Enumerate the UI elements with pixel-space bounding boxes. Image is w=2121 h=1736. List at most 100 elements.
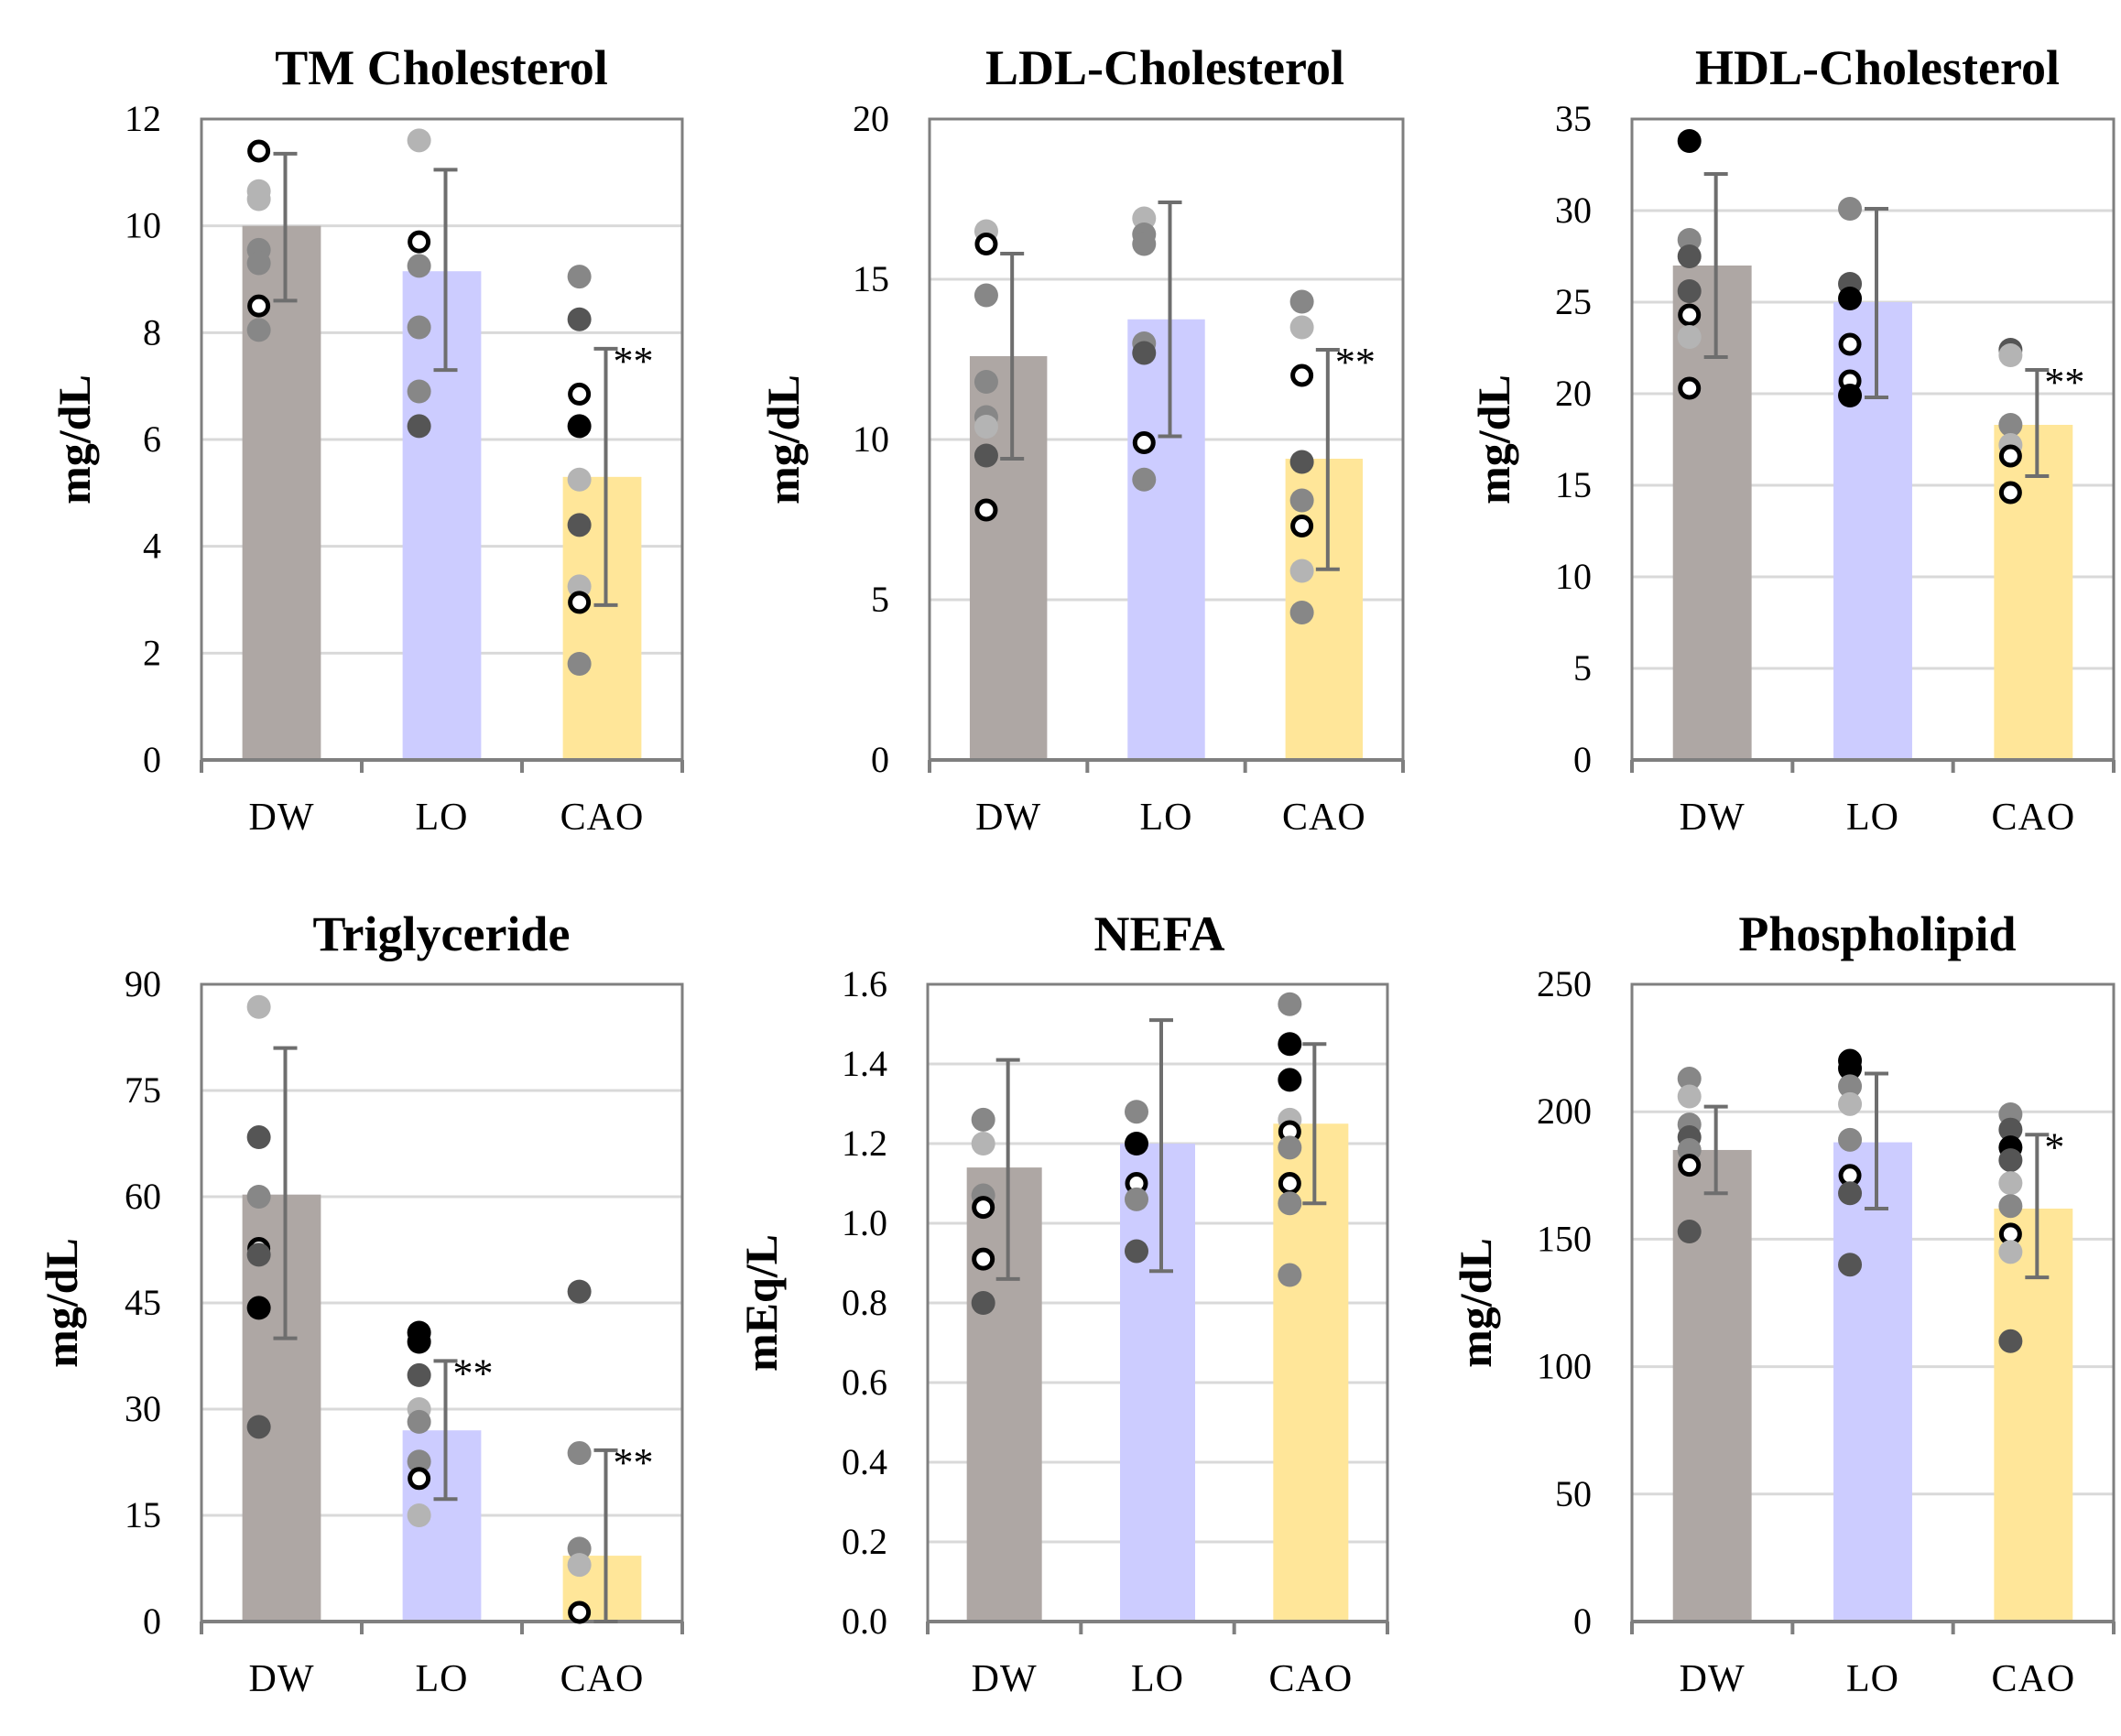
data-point-lo — [1838, 287, 1863, 310]
data-point-cao — [567, 513, 592, 537]
bar-lo — [1833, 1142, 1912, 1622]
error-bar-lo — [1158, 201, 1182, 439]
data-point-lo — [407, 1409, 431, 1434]
category-label: DW — [975, 797, 1041, 839]
category-label: CAO — [1991, 797, 2075, 839]
data-point-cao — [567, 1536, 592, 1561]
chart-panel-2: ** 0 5 10 15 20 DW LO CAO LDL-Cholesterol mg/dL — [757, 40, 1405, 839]
error-bar-cao — [2025, 1133, 2050, 1280]
y-tick-label: 100 — [1537, 1346, 1592, 1387]
y-tick-label: 90 — [125, 963, 161, 1004]
significance-marker: ** — [614, 339, 654, 384]
data-point-cao — [1998, 413, 2023, 437]
data-point-cao — [1998, 1240, 2023, 1264]
y-axis-label: mg/dL — [36, 1238, 87, 1368]
data-point-cao — [1289, 315, 1314, 340]
chart-panel-1: ** 0 2 4 6 8 10 12 DW LO CAO TM Cholesterol mg/dL — [49, 40, 684, 839]
data-point-cao — [1289, 289, 1314, 314]
y-tick-label: 25 — [1555, 281, 1592, 322]
significance-marker: ** — [614, 1440, 654, 1485]
error-bar-dw — [1703, 1104, 1728, 1196]
data-point-cao — [1278, 1068, 1302, 1092]
data-point-dw — [1677, 1084, 1702, 1109]
significance-marker: ** — [2044, 360, 2084, 405]
data-point-lo — [407, 379, 431, 404]
error-bar-dw — [995, 1058, 1020, 1281]
data-point-dw — [973, 370, 998, 394]
category-label: LO — [1131, 1658, 1184, 1700]
y-tick-label: 60 — [125, 1176, 161, 1217]
data-point-dw — [973, 283, 998, 308]
chart-title: TM Cholesterol — [275, 40, 607, 95]
y-tick-label: 1.6 — [842, 963, 887, 1004]
data-point-lo — [1125, 1239, 1149, 1264]
y-tick-label: 30 — [125, 1388, 161, 1429]
data-point-lo — [1132, 341, 1157, 365]
chart-panel-3: ** 0 5 10 15 20 25 30 35 DW LO CAO HDL-Cholesterol mg… — [1468, 40, 2116, 839]
data-point-dw — [246, 251, 271, 276]
data-point-cao — [1998, 444, 2022, 468]
data-point-lo — [1125, 1187, 1149, 1211]
y-tick-label: 0 — [871, 739, 889, 780]
y-tick-label: 200 — [1537, 1090, 1592, 1132]
data-point-lo — [1838, 1091, 1863, 1116]
y-tick-label: 35 — [1555, 98, 1592, 139]
bar-cao — [1994, 425, 2073, 760]
category-label: LO — [1846, 797, 1899, 839]
data-point-lo — [1132, 431, 1156, 454]
data-point-lo — [1132, 232, 1157, 256]
data-point-lo — [407, 128, 431, 153]
data-point-dw — [974, 498, 998, 522]
data-point-cao — [567, 1440, 592, 1465]
data-point-lo — [1132, 467, 1157, 492]
y-tick-label: 0.4 — [842, 1441, 887, 1482]
error-bar-dw — [273, 151, 298, 303]
chart-title: LDL-Cholesterol — [985, 40, 1344, 95]
y-tick-label: 4 — [143, 526, 161, 567]
data-point-dw — [246, 318, 271, 342]
data-point-cao — [1289, 559, 1314, 583]
data-point-cao — [1278, 992, 1302, 1016]
y-tick-label: 10 — [125, 205, 161, 246]
data-point-dw — [1677, 1067, 1702, 1091]
data-point-dw — [973, 415, 998, 439]
data-point-lo — [407, 414, 431, 439]
bar-dw — [966, 1167, 1042, 1622]
data-point-cao — [567, 307, 592, 331]
data-point-lo — [1838, 1056, 1863, 1080]
category-label: LO — [416, 797, 469, 839]
data-point-lo — [1838, 197, 1863, 221]
data-point-lo — [1838, 332, 1862, 356]
data-point-cao — [1278, 1032, 1302, 1057]
category-label: DW — [249, 797, 315, 839]
bar-cao — [1994, 1208, 2073, 1622]
data-point-cao — [1998, 1117, 2023, 1142]
data-point-dw — [246, 994, 271, 1019]
category-label: CAO — [560, 797, 645, 839]
error-bar-lo — [1149, 1018, 1173, 1274]
y-axis-label: mg/dL — [49, 374, 100, 505]
data-point-dw — [246, 1296, 271, 1320]
y-tick-label: 0.2 — [842, 1521, 887, 1562]
data-point-cao — [1290, 363, 1314, 387]
y-tick-label: 10 — [1555, 556, 1592, 597]
y-tick-label: 0 — [1573, 1600, 1592, 1642]
y-tick-label: 1.4 — [842, 1043, 887, 1084]
significance-marker: ** — [453, 1351, 494, 1395]
category-label: LO — [416, 1658, 469, 1700]
error-bar-cao — [2025, 368, 2050, 478]
data-point-cao — [1278, 1135, 1302, 1160]
data-point-lo — [1838, 1127, 1863, 1152]
error-bar-lo — [1865, 1071, 1888, 1210]
significance-marker: * — [2044, 1124, 2064, 1169]
data-point-cao — [1998, 1194, 2023, 1219]
data-point-cao — [567, 265, 592, 289]
category-label: CAO — [1268, 1658, 1353, 1700]
data-point-dw — [972, 1196, 995, 1220]
data-point-cao — [568, 382, 592, 406]
category-label: DW — [1680, 1658, 1746, 1700]
y-axis-label: mg/dL — [1468, 374, 1519, 505]
error-bar-dw — [1703, 172, 1728, 359]
y-tick-label: 10 — [853, 418, 889, 460]
